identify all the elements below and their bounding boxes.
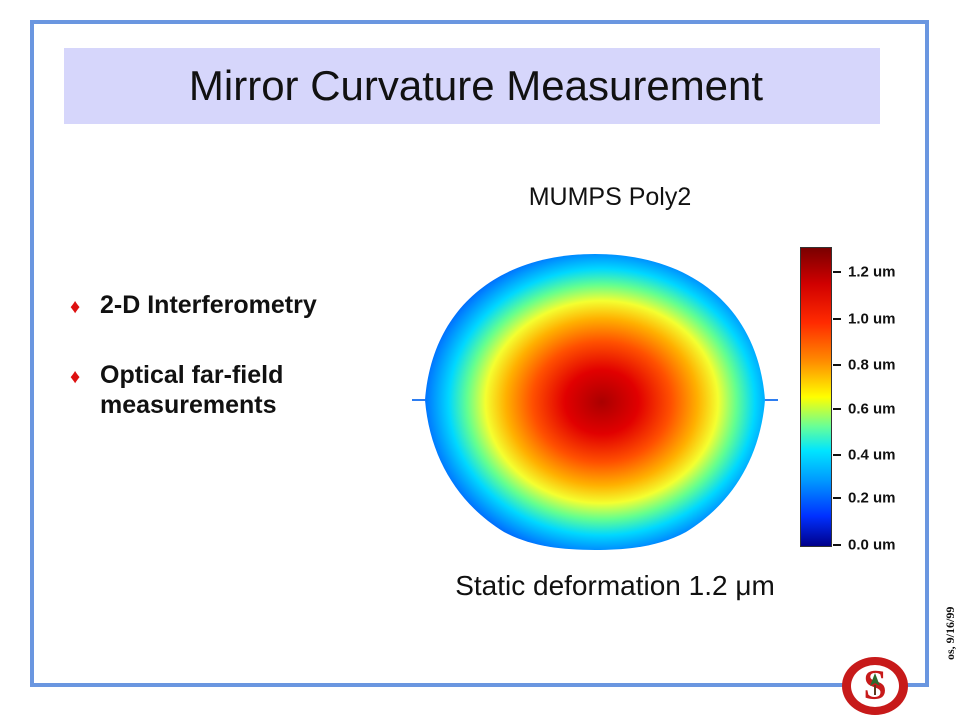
title-banner: Mirror Curvature Measurement	[64, 48, 880, 124]
slide-frame	[30, 20, 929, 687]
colorbar-label: 1.0 um	[848, 310, 896, 328]
slide-title: Mirror Curvature Measurement	[188, 62, 764, 109]
colorbar-label: 0.8 um	[848, 356, 896, 374]
colorbar-label: 0.4 um	[848, 446, 896, 464]
colorbar-tick	[833, 364, 841, 366]
colorbar-tick	[833, 271, 841, 273]
colorbar-tick	[833, 497, 841, 499]
colorbar	[800, 247, 832, 547]
colorbar-tick	[833, 408, 841, 410]
colorbar-label: 1.2 um	[848, 263, 896, 281]
bullet-list: ♦ 2-D Interferometry ♦ Optical far-field…	[70, 290, 410, 458]
figure-title: MUMPS Poly2	[528, 183, 692, 211]
figure-caption: Static deformation 1.2 μm	[455, 570, 775, 601]
colorbar-label: 0.6 um	[848, 400, 896, 418]
bullet-text: 2-D Interferometry	[100, 291, 317, 319]
colorbar-label: 0.2 um	[848, 489, 896, 507]
mirror-deformation-map	[412, 254, 778, 550]
slide-note: os, 9/16/99	[943, 606, 957, 660]
bullet-item: ♦ Optical far-field measurements	[70, 360, 410, 420]
colorbar-tick	[833, 318, 841, 320]
stanford-logo-icon: S	[842, 657, 908, 715]
colorbar-label: 0.0 um	[848, 536, 896, 554]
diamond-icon: ♦	[70, 296, 81, 318]
colorbar-tick	[833, 454, 841, 456]
bullet-text: Optical far-field measurements	[100, 361, 284, 419]
bullet-item: ♦ 2-D Interferometry	[70, 290, 410, 322]
colorbar-tick	[833, 544, 841, 546]
mirror-shape	[425, 254, 765, 550]
diamond-icon: ♦	[70, 366, 81, 388]
